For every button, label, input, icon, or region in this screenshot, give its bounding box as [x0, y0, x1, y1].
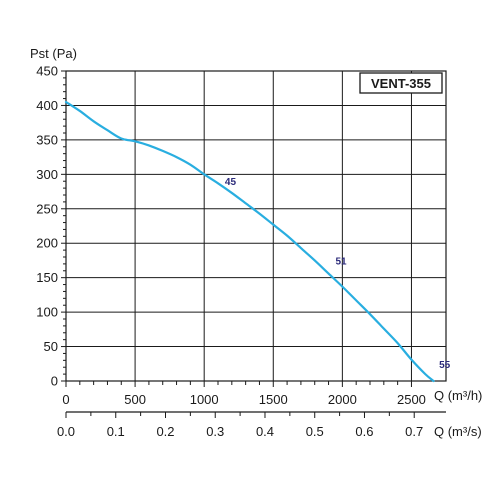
curve-annotation-55: 55	[439, 360, 451, 371]
y-tick-label-400: 400	[36, 98, 58, 113]
x2-tick-label-0.1: 0.1	[107, 424, 125, 439]
y-tick-label-0: 0	[51, 374, 58, 389]
y-tick-label-150: 150	[36, 270, 58, 285]
x2-tick-label-0.4: 0.4	[256, 424, 274, 439]
curve-annotations: 45 51 55	[225, 177, 451, 371]
plot-border	[65, 70, 447, 382]
x-tick-labels-secondary: 0.0 0.1 0.2 0.3 0.4 0.5 0.6 0.7	[57, 424, 423, 439]
y-tick-label-250: 250	[36, 201, 58, 216]
y-tick-label-200: 200	[36, 236, 58, 251]
x-tick-labels-primary: 0 500 1000 1500 2000 2500	[62, 392, 426, 407]
y-tick-label-450: 450	[36, 64, 58, 79]
y-tick-label-100: 100	[36, 305, 58, 320]
x-axis-title-primary: Q (m³/h)	[434, 388, 482, 403]
curve-annotation-45: 45	[225, 177, 237, 188]
x2-tick-label-0.7: 0.7	[405, 424, 423, 439]
axes	[61, 70, 447, 418]
x2-tick-label-0.0: 0.0	[57, 424, 75, 439]
model-label-box: VENT-355	[359, 72, 443, 94]
x2-tick-label-0.5: 0.5	[306, 424, 324, 439]
y-tick-label-350: 350	[36, 132, 58, 147]
performance-curve	[64, 100, 435, 383]
y-tick-labels: 0 50 100 150 200 250 300 350 400 450	[36, 64, 58, 389]
x-tick-label-1000: 1000	[190, 392, 219, 407]
y-axis-title: Pst (Pa)	[30, 46, 77, 61]
x-tick-label-2000: 2000	[328, 392, 357, 407]
x2-tick-label-0.2: 0.2	[156, 424, 174, 439]
y-tick-label-300: 300	[36, 167, 58, 182]
x2-tick-label-0.3: 0.3	[206, 424, 224, 439]
x2-tick-label-0.6: 0.6	[355, 424, 373, 439]
curve-annotation-51: 51	[335, 256, 347, 267]
x-tick-label-500: 500	[124, 392, 146, 407]
model-label: VENT-355	[371, 76, 431, 91]
x-tick-label-2500: 2500	[397, 392, 426, 407]
y-tick-label-50: 50	[44, 339, 58, 354]
curve-line	[64, 100, 435, 383]
x-tick-label-1500: 1500	[259, 392, 288, 407]
x-axis-title-secondary: Q (m³/s)	[434, 424, 482, 439]
x-tick-label-0: 0	[62, 392, 69, 407]
